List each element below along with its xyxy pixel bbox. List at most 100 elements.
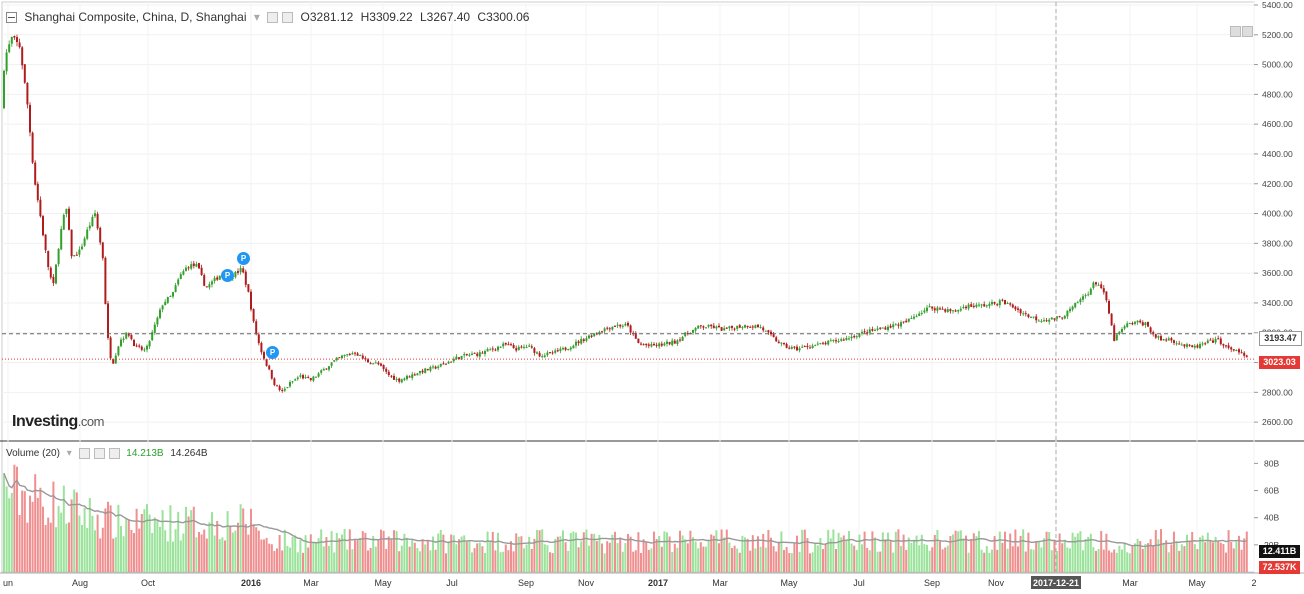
- volume-bar: [829, 538, 832, 572]
- volume-bar: [133, 533, 135, 572]
- volume-bar: [49, 522, 52, 572]
- volume-label[interactable]: Volume (20): [6, 448, 60, 460]
- volume-bar: [1121, 549, 1123, 572]
- level-price-label: 3193.47: [1259, 331, 1302, 346]
- candle-body: [517, 346, 520, 350]
- event-badge[interactable]: P: [221, 269, 234, 282]
- candle-body: [915, 316, 918, 318]
- volume-bar: [1191, 531, 1194, 572]
- candle-body: [1089, 288, 1092, 295]
- chevron-down-icon[interactable]: ▾: [66, 448, 72, 460]
- symbol-title[interactable]: Shanghai Composite, China, D, Shanghai: [24, 10, 247, 24]
- volume-bar: [1235, 541, 1238, 572]
- volume-bar: [161, 510, 164, 572]
- volume-bar: [689, 530, 692, 572]
- volume-bar: [741, 535, 744, 572]
- volume-bar: [954, 530, 957, 572]
- candle-body: [985, 305, 988, 307]
- volume-bar: [343, 529, 346, 572]
- volume-bar: [1040, 547, 1043, 572]
- volume-bar: [673, 543, 676, 572]
- candle-body: [198, 263, 200, 269]
- candle-body: [122, 338, 125, 341]
- settings-icon[interactable]: [78, 448, 90, 459]
- chevron-down-icon[interactable]: ▾: [253, 10, 260, 24]
- candle-body: [351, 353, 354, 355]
- candle-body: [29, 104, 31, 133]
- volume-bar: [923, 544, 926, 572]
- candle-body: [1212, 340, 1214, 343]
- open-value: O3281.12: [300, 10, 354, 24]
- candle-body: [699, 325, 702, 327]
- candle-body: [265, 359, 268, 366]
- settings-icon[interactable]: [267, 12, 279, 24]
- hide-icon[interactable]: [93, 448, 105, 459]
- event-badge[interactable]: P: [266, 346, 279, 359]
- candle-body: [62, 214, 65, 230]
- volume-bar: [850, 543, 853, 572]
- candle-body: [614, 325, 616, 327]
- event-badge[interactable]: P: [237, 252, 250, 265]
- volume-bar: [29, 495, 31, 572]
- volume-bar: [554, 538, 557, 572]
- candle-body: [359, 355, 362, 357]
- volume-bar: [140, 514, 143, 572]
- volume-bar: [1115, 552, 1118, 572]
- volume-bar: [499, 552, 502, 572]
- hide-icon[interactable]: [282, 12, 294, 24]
- volume-bar: [603, 553, 606, 572]
- volume-bar: [86, 527, 89, 572]
- candle-body: [309, 378, 312, 381]
- candle-body: [806, 345, 809, 348]
- candle-body: [741, 327, 744, 329]
- volume-bar: [205, 538, 208, 572]
- candle-body: [263, 352, 265, 359]
- volume-bar: [153, 517, 156, 572]
- volume-bar: [879, 551, 882, 572]
- volume-bar: [793, 542, 796, 572]
- candle-body: [356, 353, 359, 356]
- candle-body: [1240, 352, 1243, 354]
- pane-close-icon[interactable]: [1242, 26, 1253, 37]
- volume-bar: [980, 549, 983, 572]
- candle-body: [783, 342, 785, 345]
- candle-body: [629, 325, 632, 333]
- volume-bar: [588, 545, 590, 572]
- volume-bar: [1230, 542, 1233, 572]
- volume-bar: [406, 537, 408, 572]
- candle-body: [1183, 344, 1186, 347]
- candle-body: [478, 352, 481, 357]
- volume-bar: [364, 532, 367, 572]
- volume-bar: [658, 536, 661, 572]
- volume-bar: [796, 535, 798, 572]
- candle-body: [133, 339, 135, 346]
- candle-body: [39, 199, 42, 217]
- volume-bar: [970, 539, 973, 572]
- volume-bar: [1243, 538, 1246, 572]
- candle-body: [598, 331, 601, 334]
- volume-bar: [439, 529, 442, 572]
- close-icon[interactable]: [108, 448, 120, 459]
- candle-body: [702, 326, 705, 328]
- candle-body: [398, 378, 401, 382]
- volume-bar: [494, 550, 497, 572]
- volume-bar: [556, 536, 559, 572]
- volume-bar: [198, 531, 200, 572]
- volume-bar: [772, 546, 775, 572]
- volume-bar: [710, 534, 713, 572]
- collapse-icon[interactable]: [6, 12, 17, 24]
- candle-body: [49, 267, 52, 278]
- volume-tick-label: 80B: [1264, 458, 1279, 468]
- volume-bar: [601, 543, 603, 572]
- candle-body: [1219, 338, 1222, 345]
- volume-bar: [655, 539, 658, 572]
- volume-bar: [900, 545, 902, 572]
- candle-body: [655, 344, 658, 346]
- pane-restore-icon[interactable]: [1230, 26, 1241, 37]
- volume-bar: [484, 552, 486, 572]
- candle-body: [42, 216, 44, 236]
- volume-bar: [993, 536, 996, 572]
- volume-bar: [653, 531, 655, 572]
- volume-bar: [18, 514, 21, 572]
